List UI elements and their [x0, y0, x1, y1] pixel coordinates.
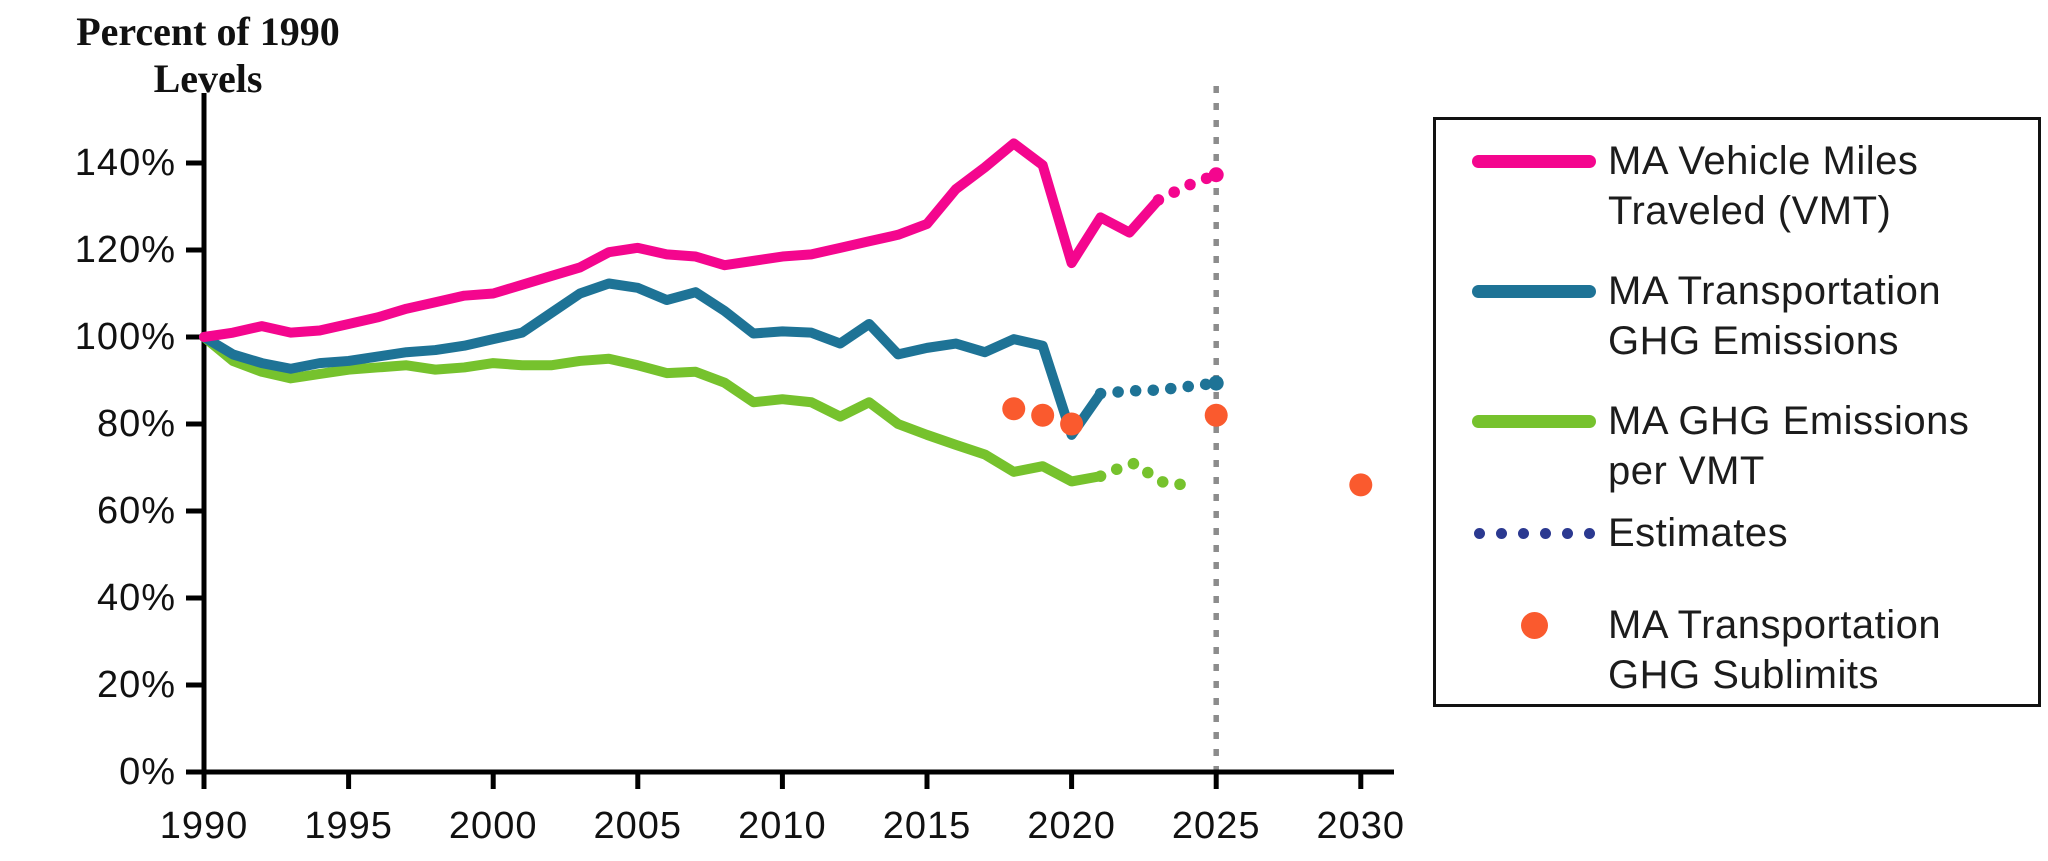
legend-label-vmt: MA Vehicle Miles Traveled (VMT) [1608, 136, 1918, 236]
y-axis-title-line2: Levels [153, 56, 263, 101]
legend-label-estimates: Estimates [1608, 508, 1788, 558]
series-line-vmt_estimate [1152, 168, 1222, 206]
y-axis-title: Percent of 1990 Levels [28, 8, 388, 102]
x-tick-label: 2020 [1027, 805, 1116, 847]
legend-label-sublimits: MA Transportation GHG Sublimits [1608, 600, 1941, 700]
x-tick-label: 2010 [738, 805, 827, 847]
series-line-per_vmt_estimate [1094, 457, 1202, 492]
dotted-line-icon [1473, 527, 1595, 539]
vmt-line-swatch [1460, 136, 1608, 186]
legend-label-per-vmt: MA GHG Emissions per VMT [1608, 396, 1969, 496]
x-tick-label: 2005 [594, 805, 683, 847]
y-tick-label: 60% [97, 490, 176, 532]
y-tick-label: 100% [75, 316, 176, 358]
legend-item-vmt: MA Vehicle Miles Traveled (VMT) [1460, 136, 2014, 236]
legend-label-per-vmt-line1: MA GHG Emissions [1608, 399, 1970, 443]
legend-item-sublimits: MA Transportation GHG Sublimits [1460, 600, 2014, 700]
x-tick-label: 2000 [449, 805, 538, 847]
legend-item-ghg: MA Transportation GHG Emissions [1460, 266, 2014, 366]
x-tick-label: 2030 [1317, 805, 1406, 847]
legend-label-sublimits-line1: MA Transportation [1608, 603, 1942, 647]
x-tick-label: 1995 [304, 805, 393, 847]
x-tick-label: 2025 [1172, 805, 1261, 847]
estimates-dots-swatch [1460, 508, 1608, 558]
ghg-line-swatch [1460, 266, 1608, 316]
sublimit-point [1031, 403, 1055, 427]
series-end-dot-vmt_estimate [1208, 167, 1224, 183]
pink-line-icon [1472, 154, 1596, 168]
legend: MA Vehicle Miles Traveled (VMT) MA Trans… [1433, 117, 2041, 707]
x-tick-label: 1990 [160, 805, 249, 847]
y-tick-label: 0% [119, 751, 176, 793]
sublimit-point [1204, 403, 1228, 427]
series-line-ghg [199, 278, 1106, 440]
legend-label-ghg-line2: GHG Emissions [1608, 319, 1899, 363]
y-tick-label: 40% [97, 577, 176, 619]
sublimit-point [1349, 473, 1373, 497]
series-end-dot-ghg_estimate [1208, 375, 1224, 391]
y-tick-label: 80% [97, 403, 176, 445]
y-axis-title-line1: Percent of 1990 [76, 9, 340, 54]
blue-line-icon [1472, 284, 1596, 298]
legend-label-ghg: MA Transportation GHG Emissions [1608, 266, 1941, 366]
legend-label-per-vmt-line2: per VMT [1608, 449, 1765, 493]
series-line-ghg_estimate [1094, 377, 1222, 400]
sublimit-point [1002, 397, 1026, 421]
legend-label-vmt-line2: Traveled (VMT) [1608, 189, 1892, 233]
legend-item-estimates: Estimates [1460, 508, 2014, 558]
legend-label-vmt-line1: MA Vehicle Miles [1608, 139, 1919, 183]
y-tick-label: 140% [75, 142, 176, 184]
per-vmt-line-swatch [1460, 396, 1608, 446]
y-tick-label: 20% [97, 664, 176, 706]
sublimits-dot-swatch [1460, 600, 1608, 650]
series-line-per_vmt [199, 332, 1106, 487]
x-tick-label: 2015 [883, 805, 972, 847]
green-line-icon [1472, 414, 1596, 428]
legend-label-sublimits-line2: GHG Sublimits [1608, 653, 1879, 697]
legend-item-per-vmt: MA GHG Emissions per VMT [1460, 396, 2014, 496]
sublimit-point [1060, 412, 1084, 436]
legend-label-ghg-line1: MA Transportation [1608, 269, 1942, 313]
series-line-vmt [199, 138, 1164, 342]
orange-dot-icon [1520, 611, 1548, 639]
legend-label-estimates-line1: Estimates [1608, 511, 1789, 555]
y-tick-label: 120% [75, 229, 176, 271]
